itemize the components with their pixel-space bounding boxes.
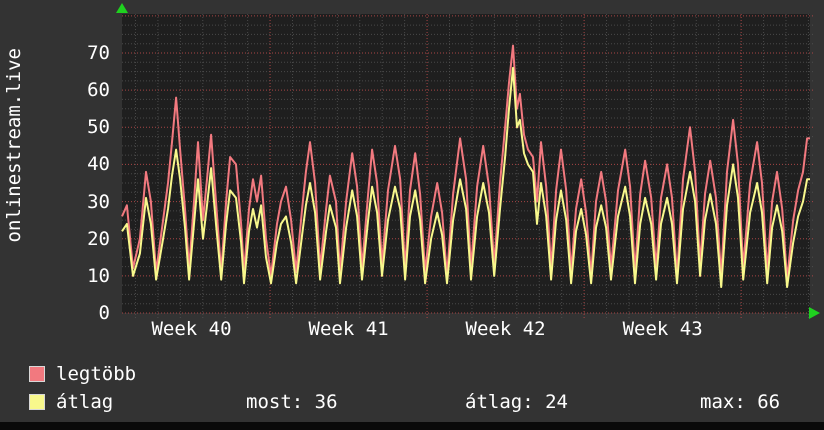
y-tick-label-30: 30 (87, 190, 110, 213)
y-tick-label-10: 10 (87, 264, 110, 287)
y-tick-label-40: 40 (87, 153, 110, 176)
graph-vertical-title: onlinestream.live (3, 48, 25, 278)
plot-background (122, 14, 810, 313)
bottom-black-bar (0, 422, 824, 430)
x-tick-label-week-42: Week 42 (465, 318, 546, 340)
y-tick-label-60: 60 (87, 79, 110, 102)
y-tick-label-0: 0 (98, 302, 110, 324)
legend-swatch-legtobb (29, 366, 45, 382)
series-line-átlag (121, 66, 810, 288)
legend-label-legtobb: legtöbb (56, 363, 137, 385)
x-tick-label-week-41: Week 41 (308, 318, 389, 340)
stat-most: most: 36 (246, 391, 338, 413)
legend-swatch-atlag (29, 394, 45, 410)
stat-atlag: átlag: 24 (465, 391, 568, 413)
y-tick-label-70: 70 (87, 42, 110, 64)
series-line-legtöbb (121, 44, 810, 281)
y-tick-label-50: 50 (87, 116, 110, 139)
y-tick-label-20: 20 (87, 227, 110, 250)
stat-max: max: 66 (700, 391, 781, 413)
x-tick-label-week-43: Week 43 (622, 318, 703, 340)
legend-label-atlag: átlag (56, 391, 114, 413)
chart-canvas (116, 3, 820, 319)
x-tick-label-week-40: Week 40 (151, 318, 232, 340)
x-axis-arrow-icon (809, 307, 820, 319)
graph-title-text: onlinestream.live (3, 48, 25, 243)
data-series-lines (121, 44, 810, 288)
y-axis-arrow-icon (116, 3, 128, 13)
